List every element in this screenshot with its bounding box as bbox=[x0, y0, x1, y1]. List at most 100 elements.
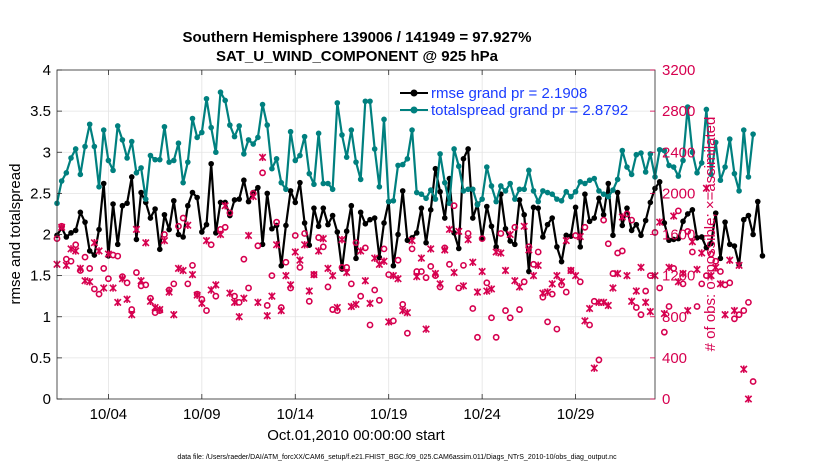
series-point-1 bbox=[726, 136, 733, 142]
possible-obs-point bbox=[460, 261, 467, 269]
possible-obs-point bbox=[544, 318, 551, 326]
possible-obs-point bbox=[357, 292, 365, 300]
series-point-0 bbox=[530, 204, 537, 211]
series-point-1 bbox=[455, 163, 462, 170]
series-point-1 bbox=[385, 198, 392, 205]
possible-obs-point bbox=[296, 263, 304, 271]
series-point-1 bbox=[203, 95, 210, 102]
possible-obs-point bbox=[184, 280, 192, 288]
assimilated-obs-point bbox=[230, 298, 239, 307]
series-point-0 bbox=[269, 225, 275, 232]
assimilated-obs-point bbox=[258, 153, 267, 162]
possible-obs-point bbox=[142, 281, 150, 289]
series-point-0 bbox=[712, 210, 719, 216]
series-point-1 bbox=[502, 188, 509, 194]
possible-obs-point bbox=[212, 292, 220, 300]
assimilated-obs-point bbox=[520, 222, 528, 231]
assimilated-obs-point bbox=[627, 297, 636, 306]
series-point-1 bbox=[367, 98, 373, 105]
series-point-0 bbox=[469, 215, 476, 221]
series-point-1 bbox=[77, 171, 84, 178]
assimilated-obs-point bbox=[366, 299, 374, 308]
assimilated-obs-point bbox=[646, 307, 655, 316]
series-point-1 bbox=[423, 195, 429, 202]
assimilated-obs-point bbox=[160, 236, 169, 245]
possible-obs-point bbox=[259, 169, 266, 177]
assimilated-obs-point bbox=[497, 249, 505, 257]
possible-obs-point bbox=[506, 314, 514, 322]
y-right-tick-label: 1600 bbox=[662, 227, 695, 244]
series-point-0 bbox=[437, 188, 443, 195]
possible-obs-point bbox=[380, 245, 388, 253]
series-point-0 bbox=[100, 180, 107, 187]
series-point-1 bbox=[516, 186, 523, 193]
assimilated-obs-point bbox=[562, 236, 571, 245]
series-point-0 bbox=[156, 246, 163, 253]
assimilated-obs-point bbox=[571, 271, 580, 280]
series-point-1 bbox=[170, 157, 177, 164]
series-point-0 bbox=[535, 205, 542, 211]
series-point-1 bbox=[138, 165, 144, 171]
series-point-0 bbox=[731, 243, 738, 249]
assimilated-obs-point bbox=[62, 261, 71, 270]
series-point-1 bbox=[124, 155, 130, 161]
x-tick-label: 10/14 bbox=[276, 406, 314, 423]
series-point-1 bbox=[208, 124, 214, 131]
series-point-1 bbox=[189, 115, 196, 122]
series-point-0 bbox=[371, 215, 378, 221]
series-point-0 bbox=[217, 199, 224, 206]
assimilated-obs-point bbox=[660, 309, 669, 318]
assimilated-obs-point bbox=[632, 287, 641, 295]
series-point-0 bbox=[647, 199, 654, 206]
assimilated-obs-point bbox=[277, 306, 286, 315]
assimilated-obs-point bbox=[85, 278, 94, 286]
series-point-1 bbox=[175, 140, 182, 147]
possible-obs-point bbox=[375, 296, 383, 304]
y-right-tick-label: 1200 bbox=[662, 268, 695, 285]
series-point-1 bbox=[582, 180, 588, 187]
assimilated-obs-point bbox=[450, 268, 458, 277]
series-point-0 bbox=[325, 221, 331, 228]
possible-obs-point bbox=[282, 258, 290, 266]
assimilated-obs-point bbox=[123, 295, 131, 304]
assimilated-obs-point bbox=[76, 264, 85, 273]
series-point-1 bbox=[661, 147, 668, 154]
series-point-0 bbox=[292, 199, 299, 206]
series-point-1 bbox=[213, 149, 219, 156]
possible-obs-point bbox=[254, 242, 262, 250]
series-point-1 bbox=[712, 139, 719, 146]
series-point-1 bbox=[306, 170, 313, 177]
series-point-0 bbox=[348, 202, 355, 209]
series-point-1 bbox=[591, 175, 598, 182]
series-point-0 bbox=[241, 177, 247, 184]
assimilated-obs-point bbox=[384, 318, 393, 326]
possible-obs-point bbox=[516, 306, 523, 313]
series-point-0 bbox=[287, 188, 294, 194]
series-point-0 bbox=[610, 232, 616, 239]
assimilated-obs-point bbox=[525, 246, 533, 254]
series-point-0 bbox=[166, 226, 172, 233]
series-point-1 bbox=[740, 127, 747, 133]
series-point-0 bbox=[516, 197, 523, 203]
assimilated-obs-point bbox=[380, 257, 388, 265]
legend-marker-rmse bbox=[410, 89, 418, 97]
assimilated-obs-point bbox=[431, 269, 440, 278]
data-file-footnote: data file: /Users/raeder/DAI/ATM_forcXX/… bbox=[177, 454, 617, 461]
series-point-1 bbox=[334, 100, 341, 106]
assimilated-obs-point bbox=[99, 284, 108, 292]
x-axis-label: Oct.01,2010 00:00:00 start bbox=[267, 427, 445, 444]
possible-obs-point bbox=[221, 223, 229, 231]
series-point-0 bbox=[399, 188, 406, 194]
possible-obs-point bbox=[576, 278, 584, 286]
series-point-1 bbox=[269, 165, 275, 172]
assimilated-obs-point bbox=[613, 269, 622, 278]
series-point-1 bbox=[292, 157, 299, 164]
assimilated-obs-point bbox=[282, 271, 290, 280]
series-point-0 bbox=[381, 220, 387, 226]
series-point-0 bbox=[455, 245, 462, 252]
assimilated-obs-point bbox=[683, 306, 692, 315]
assimilated-obs-point bbox=[707, 271, 715, 280]
series-point-1 bbox=[441, 179, 448, 186]
series-point-0 bbox=[563, 232, 570, 239]
possible-obs-point bbox=[637, 311, 645, 319]
